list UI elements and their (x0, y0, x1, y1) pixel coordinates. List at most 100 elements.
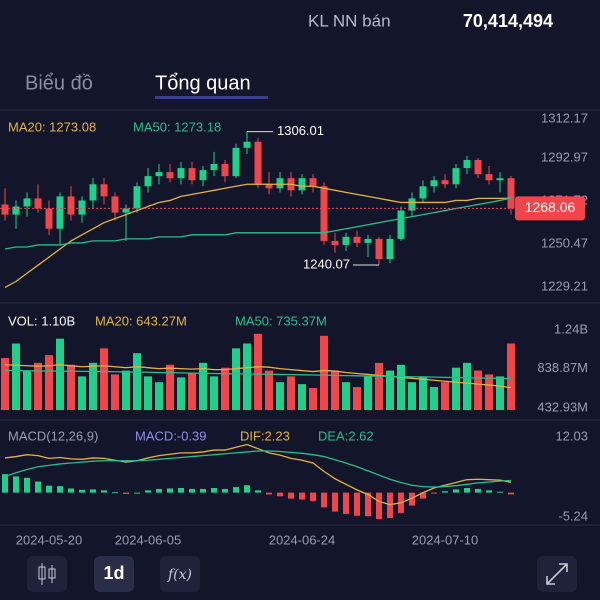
volume-bar (144, 376, 152, 410)
volume-bar (12, 343, 20, 410)
candle-body (188, 168, 196, 181)
candle-body (441, 180, 449, 185)
legend-entry: MA20: 1273.08 (8, 119, 96, 134)
foreign-sell-label: KL NN bán (308, 11, 391, 30)
macd-bar (57, 486, 63, 493)
legend-entry: MA50: 735.37M (235, 313, 327, 328)
volume-bar (45, 355, 53, 410)
candle-body (419, 186, 427, 199)
macd-bar (68, 488, 74, 493)
macd-bar (486, 490, 492, 493)
expand-icon (546, 563, 568, 585)
candle-body (1, 204, 9, 215)
fx-label: f(x) (167, 567, 192, 583)
candle-body (386, 238, 394, 260)
macd-bar (475, 488, 481, 493)
y-tick-label: 1292.97 (541, 149, 588, 164)
macd-bar (288, 492, 294, 499)
macd-bar (464, 488, 470, 493)
candle-body (45, 208, 53, 229)
candle-body (309, 178, 317, 187)
y-tick-label: 1250.47 (541, 235, 588, 250)
tab[interactable]: Biểu đồ (25, 72, 93, 94)
candle-body (496, 178, 504, 181)
volume-bar (89, 362, 97, 410)
candle-body (397, 210, 405, 239)
macd-bar (376, 492, 382, 519)
volume-bar (298, 384, 306, 410)
candle-body (331, 240, 339, 245)
candle-body (342, 236, 350, 245)
y-tick-label: 1.24B (554, 321, 588, 336)
volume-bar (287, 376, 295, 410)
macd-bar (2, 474, 8, 493)
macd-bar (123, 492, 129, 495)
candle-body (408, 198, 416, 211)
volume-bar (232, 348, 240, 410)
volume-bar (408, 382, 416, 410)
candle-body (100, 184, 108, 197)
candle-body (89, 184, 97, 201)
volume-bar (309, 387, 317, 410)
volume-bar (386, 370, 394, 410)
macd-bar (332, 492, 338, 512)
macd-bar (321, 492, 327, 508)
volume-bar (265, 370, 273, 410)
candle-body (430, 180, 438, 187)
macd-bar (354, 492, 360, 516)
candle-body (199, 170, 207, 181)
macd-bar (310, 492, 316, 501)
volume-bar (364, 376, 372, 410)
candle-body (12, 206, 20, 215)
candle-body (243, 141, 251, 148)
volume-bar (133, 353, 141, 410)
candle-body (375, 238, 383, 260)
legend-entry: MA20: 643.27M (95, 313, 187, 328)
y-tick-label: 12.03 (555, 428, 588, 443)
volume-bar (485, 374, 493, 410)
tab[interactable]: Tổng quan (155, 72, 251, 94)
volume-bar (56, 338, 64, 410)
volume-bar (78, 376, 86, 410)
macd-bar (255, 490, 261, 493)
y-tick-label: 432.93M (537, 399, 588, 414)
volume-bar (397, 364, 405, 410)
legend-entry: VOL: 1.10B (8, 313, 75, 328)
volume-bar (111, 374, 119, 410)
x-tick-label: 2024-06-24 (269, 532, 336, 547)
x-tick-label: 2024-06-05 (115, 532, 182, 547)
volume-bar (23, 370, 31, 410)
candle-button[interactable] (27, 556, 67, 592)
volume-bar (474, 370, 482, 410)
candle-body (265, 184, 273, 189)
line (4, 183, 512, 289)
interval-button[interactable] (94, 556, 134, 592)
volume-bar (430, 387, 438, 410)
macd-bar (442, 491, 448, 493)
panel-title: MACD(12,26,9) (8, 428, 98, 443)
volume-bar (199, 362, 207, 410)
volume-bar (155, 382, 163, 410)
interval: 1d (103, 563, 124, 583)
macd-bar (13, 476, 19, 493)
fx-button[interactable] (160, 556, 200, 592)
candle-body (67, 196, 75, 215)
volume-bar (320, 335, 328, 410)
macd-bar (90, 489, 96, 493)
legend-entry: DIF:2.23 (240, 428, 290, 443)
volume-bar (210, 376, 218, 410)
x-tick-label: 2024-05-20 (16, 532, 83, 547)
macd-bar (24, 477, 30, 493)
macd-bar (222, 488, 228, 493)
macd-bar (200, 488, 206, 493)
candle-body (133, 186, 141, 209)
legend-entry: MA50: 1273.18 (133, 119, 221, 134)
candle-body (276, 178, 284, 189)
macd-bar (167, 488, 173, 493)
macd-bar (343, 492, 349, 514)
legend-entry: MACD:-0.39 (135, 428, 207, 443)
candle-body (254, 141, 262, 185)
volume-bar (276, 382, 284, 410)
candle-body (485, 174, 493, 181)
